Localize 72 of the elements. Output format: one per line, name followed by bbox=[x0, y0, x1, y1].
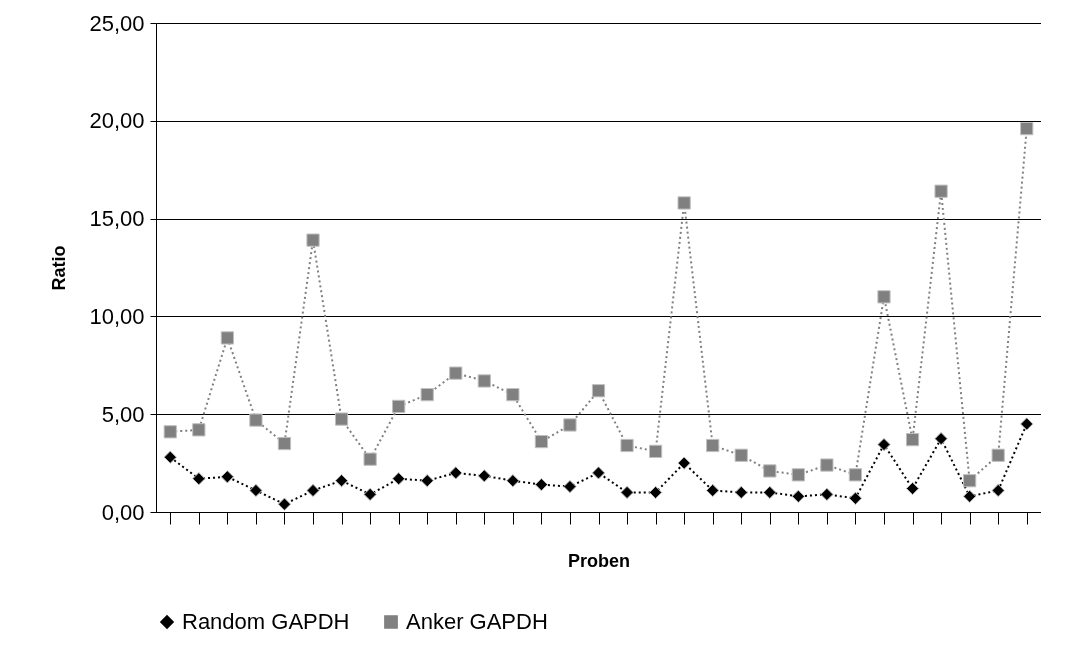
point bbox=[220, 470, 234, 484]
point bbox=[677, 196, 691, 210]
point bbox=[506, 474, 520, 488]
point bbox=[648, 444, 663, 458]
point bbox=[905, 481, 920, 496]
point bbox=[905, 433, 920, 447]
point bbox=[877, 290, 891, 304]
point bbox=[763, 464, 777, 478]
point bbox=[392, 399, 406, 413]
point bbox=[563, 479, 577, 494]
point bbox=[534, 434, 549, 449]
point bbox=[420, 388, 434, 402]
point bbox=[306, 233, 320, 247]
point bbox=[1020, 122, 1034, 136]
point bbox=[363, 452, 377, 466]
point bbox=[249, 483, 263, 498]
point bbox=[220, 331, 234, 345]
y-tick-label: 20,00 bbox=[89, 108, 145, 134]
point bbox=[706, 438, 720, 453]
legend-label: Anker GAPDH bbox=[406, 609, 548, 634]
y-tick-label: 10,00 bbox=[89, 303, 145, 329]
point bbox=[192, 423, 206, 437]
point bbox=[163, 425, 177, 439]
point bbox=[277, 436, 292, 451]
point bbox=[791, 489, 805, 503]
y-tick-label: 0,00 bbox=[101, 499, 145, 525]
point bbox=[163, 450, 177, 464]
point bbox=[334, 412, 349, 426]
point bbox=[820, 487, 834, 502]
point bbox=[677, 456, 691, 470]
point bbox=[820, 458, 834, 472]
point bbox=[277, 497, 292, 511]
point bbox=[620, 485, 634, 500]
y-tick-label: 25,00 bbox=[89, 10, 145, 36]
y-tick-label: 5,00 bbox=[101, 401, 145, 427]
point bbox=[706, 483, 720, 498]
point bbox=[363, 487, 377, 502]
point bbox=[334, 474, 349, 488]
point bbox=[848, 468, 863, 482]
point bbox=[1020, 417, 1034, 431]
point bbox=[734, 485, 748, 500]
point bbox=[934, 184, 948, 198]
point bbox=[591, 466, 606, 480]
point bbox=[848, 491, 863, 505]
point bbox=[963, 474, 977, 488]
point bbox=[648, 485, 663, 500]
point bbox=[563, 418, 577, 432]
point bbox=[620, 438, 634, 453]
point bbox=[477, 469, 491, 483]
point bbox=[449, 466, 463, 480]
point bbox=[506, 388, 520, 402]
point bbox=[991, 483, 1005, 498]
point bbox=[449, 366, 463, 380]
legend-label: Random GAPDH bbox=[182, 609, 350, 634]
point bbox=[534, 477, 549, 492]
point bbox=[249, 413, 263, 427]
point bbox=[477, 374, 491, 388]
point bbox=[934, 432, 948, 446]
point bbox=[392, 472, 406, 486]
point bbox=[963, 489, 977, 503]
point bbox=[763, 485, 777, 500]
point bbox=[192, 472, 206, 486]
point bbox=[734, 448, 748, 462]
point bbox=[877, 437, 891, 452]
point bbox=[591, 384, 606, 398]
point bbox=[306, 483, 320, 498]
y-axis-title: Ratio bbox=[49, 245, 70, 291]
x-axis-title: Proben bbox=[567, 551, 631, 571]
point bbox=[420, 474, 434, 488]
point bbox=[991, 448, 1005, 462]
point bbox=[791, 468, 805, 482]
y-tick-label: 15,00 bbox=[89, 206, 145, 232]
